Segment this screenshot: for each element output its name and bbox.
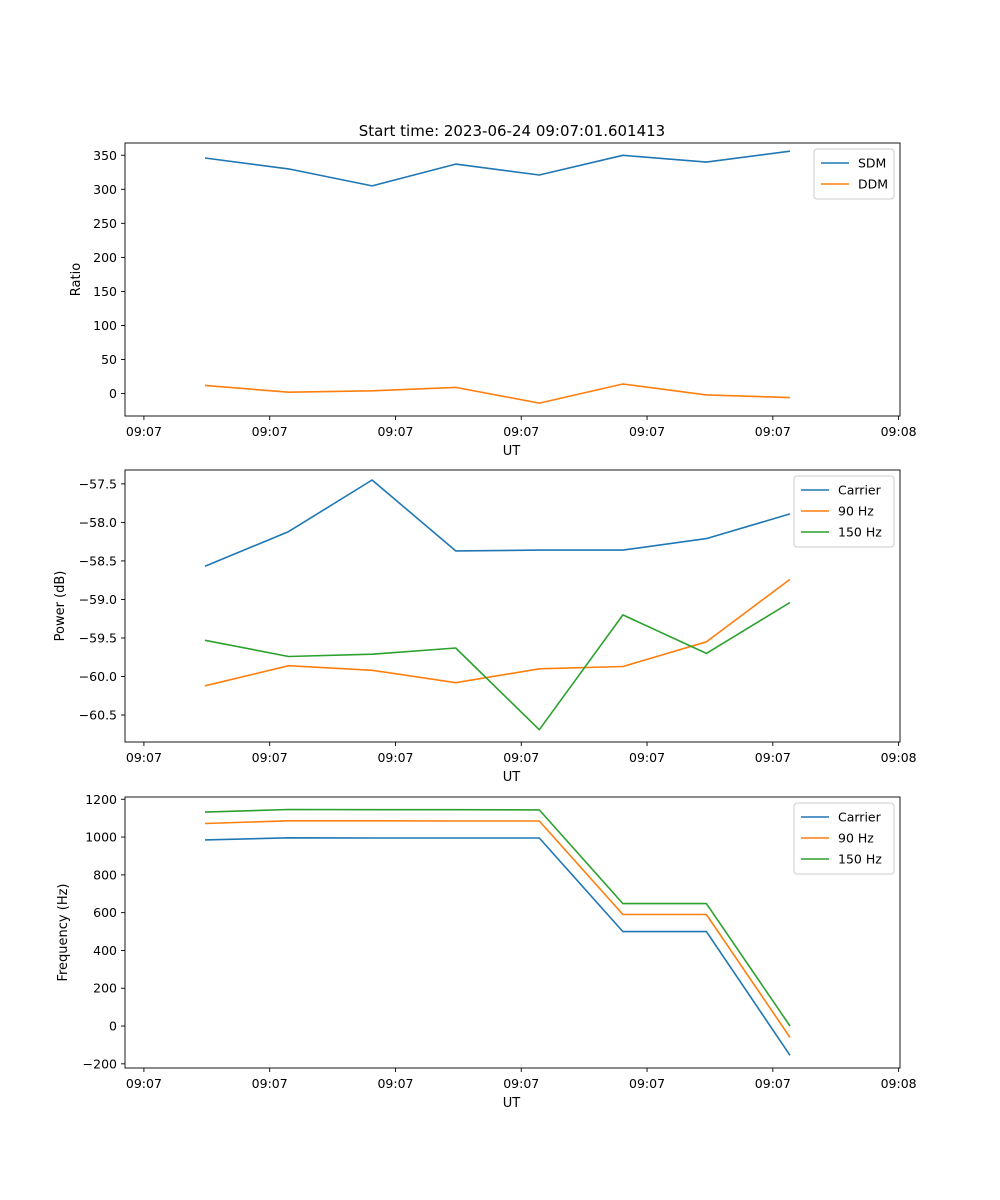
y-tick-label: 200 — [93, 981, 117, 996]
plot-frame — [124, 469, 901, 743]
y-tick-label: 200 — [93, 250, 117, 265]
x-tick-label: 09:07 — [377, 750, 413, 765]
y-tick-label: −57.5 — [79, 476, 117, 491]
legend-box — [793, 802, 895, 875]
series-line-sdm — [204, 150, 791, 187]
legend: Carrier 90 Hz 150 Hz — [793, 475, 895, 548]
y-axis-label: Power (dB) — [53, 571, 68, 642]
x-axis-label: UT — [503, 444, 521, 459]
legend-label: Carrier — [838, 810, 882, 825]
x-tick-label: 09:07 — [755, 424, 791, 439]
y-tick-label: 100 — [93, 318, 117, 333]
series-line-carrier — [204, 836, 791, 1056]
x-tick-label: 09:07 — [126, 424, 162, 439]
x-axis-label: UT — [503, 770, 521, 785]
y-axis-label: Ratio — [69, 263, 84, 296]
series-line-150-hz — [204, 808, 791, 1027]
x-tick-label: 09:08 — [881, 424, 917, 439]
legend-label: SDM — [858, 156, 886, 171]
y-tick-label: −58.0 — [79, 515, 117, 530]
x-tick-label: 09:07 — [252, 750, 288, 765]
legend-label: DDM — [858, 177, 888, 192]
series-line-carrier — [204, 479, 791, 568]
y-tick-label: −200 — [83, 1056, 117, 1071]
x-tick-label: 09:07 — [252, 1076, 288, 1091]
y-tick-label: 250 — [93, 216, 117, 231]
y-tick-label: 0 — [109, 386, 117, 401]
figure-title: Start time: 2023-06-24 09:07:01.601413 — [359, 122, 665, 140]
y-tick-label: 50 — [101, 352, 117, 367]
y-tick-label: 600 — [93, 905, 117, 920]
legend-label: 150 Hz — [838, 525, 882, 540]
y-tick-label: −59.5 — [79, 630, 117, 645]
series-line-90-hz — [204, 819, 791, 1038]
y-tick-label: 0 — [109, 1019, 117, 1034]
y-tick-label: −58.5 — [79, 553, 117, 568]
y-tick-label: 350 — [93, 148, 117, 163]
legend-label: 150 Hz — [838, 852, 882, 867]
y-axis-label: Frequency (Hz) — [56, 883, 71, 981]
legend-label: 90 Hz — [838, 831, 874, 846]
plot-frame — [124, 142, 901, 417]
x-tick-label: 09:08 — [881, 1076, 917, 1091]
legend-label: Carrier — [838, 483, 882, 498]
x-tick-label: 09:07 — [503, 750, 539, 765]
series-line-150-hz — [204, 601, 791, 731]
x-tick-label: 09:07 — [503, 424, 539, 439]
x-tick-label: 09:07 — [377, 424, 413, 439]
series-line-90-hz — [204, 578, 791, 687]
y-tick-label: −60.0 — [79, 669, 117, 684]
series-line-ddm — [204, 383, 791, 404]
y-tick-label: 400 — [93, 943, 117, 958]
legend: SDM DDM — [813, 148, 895, 200]
x-tick-label: 09:07 — [503, 1076, 539, 1091]
subplot-2: 09:07 09:07 09:07 09:07 09:07 09:07 09:08 −60.5… — [53, 469, 917, 785]
x-tick-label: 09:07 — [755, 1076, 791, 1091]
x-tick-label: 09:07 — [377, 1076, 413, 1091]
legend-box — [793, 475, 895, 548]
y-tick-label: −60.5 — [79, 708, 117, 723]
x-tick-label: 09:07 — [629, 424, 665, 439]
x-tick-label: 09:07 — [126, 750, 162, 765]
y-tick-label: 300 — [93, 182, 117, 197]
x-tick-label: 09:07 — [252, 424, 288, 439]
legend-label: 90 Hz — [838, 504, 874, 519]
x-tick-label: 09:07 — [755, 750, 791, 765]
legend: Carrier 90 Hz 150 Hz — [793, 802, 895, 875]
y-tick-label: 1000 — [85, 830, 117, 845]
x-axis-label: UT — [503, 1096, 521, 1111]
subplot-1: 09:07 09:07 09:07 09:07 09:07 09:07 09:08 0 50 10… — [69, 142, 917, 459]
plot-frame — [124, 796, 901, 1069]
x-tick-label: 09:07 — [629, 750, 665, 765]
subplot-3: 09:07 09:07 09:07 09:07 09:07 09:07 09:08 −200 0… — [56, 792, 917, 1111]
legend-box — [813, 148, 895, 200]
x-tick-label: 09:07 — [126, 1076, 162, 1091]
y-tick-label: 1200 — [85, 792, 117, 807]
x-tick-label: 09:07 — [629, 1076, 665, 1091]
y-tick-label: −59.0 — [79, 592, 117, 607]
x-tick-label: 09:08 — [881, 750, 917, 765]
y-tick-label: 150 — [93, 284, 117, 299]
y-tick-label: 800 — [93, 867, 117, 882]
